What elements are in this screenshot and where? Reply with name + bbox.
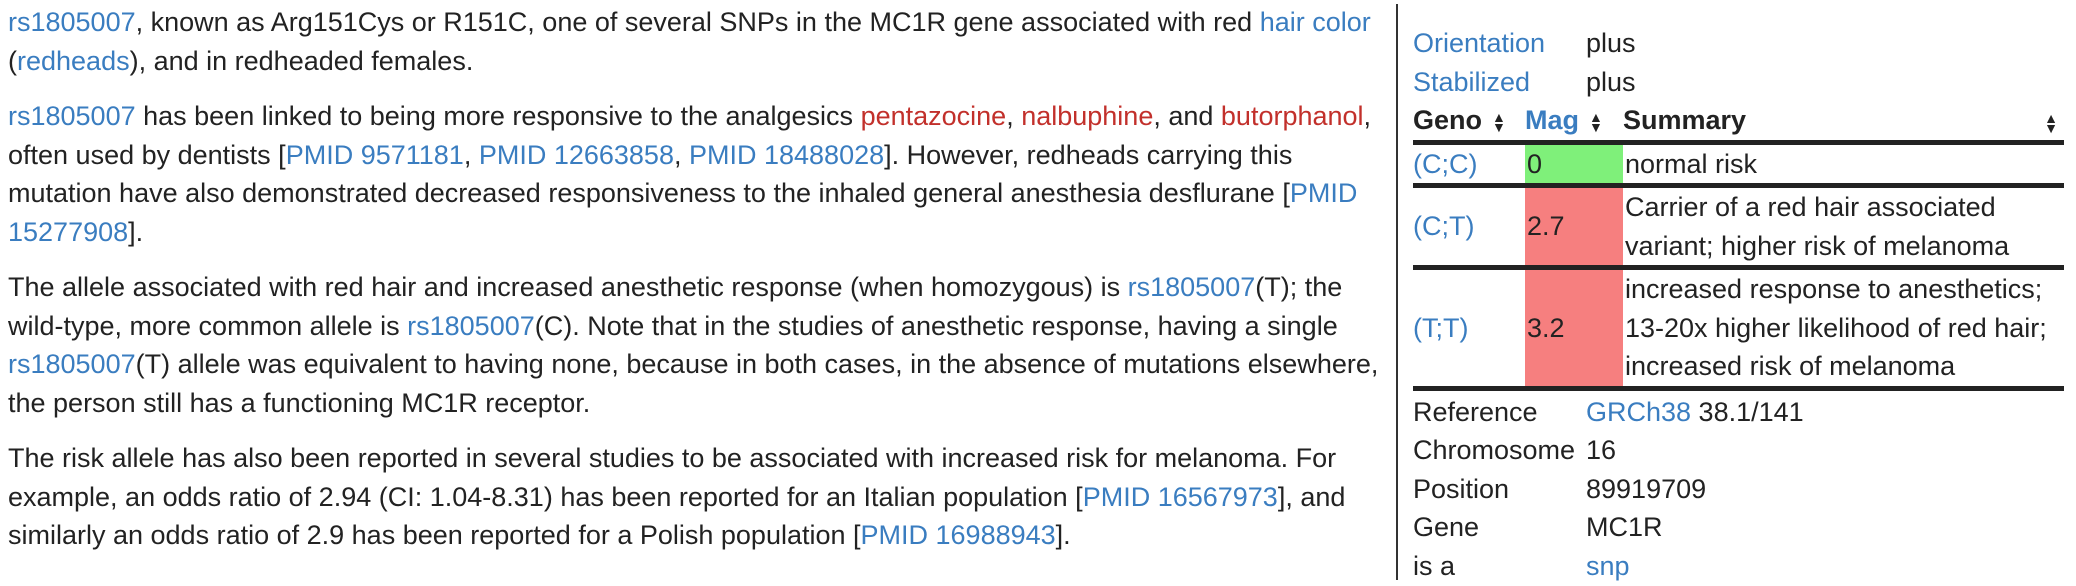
mag-header-label: Mag [1525, 105, 1579, 135]
grch38-link[interactable]: GRCh38 [1586, 396, 1692, 427]
rs1805007-link[interactable]: rs1805007 [8, 349, 136, 379]
genotype-row: (C;T) 2.7 Carrier of a red hair associat… [1413, 185, 2064, 270]
summary-cell: Carrier of a red hair associated variant… [1623, 185, 2064, 270]
text: The risk allele has also been reported i… [8, 443, 1337, 512]
article-body: rs1805007, known as Arg151Cys or R151C, … [8, 0, 1388, 572]
snp-infobox: Orientation plus Stabilized plus Geno ▲ ▼ … [1413, 24, 2064, 585]
genotype-link[interactable]: (C;C) [1413, 148, 1478, 179]
text: ], and similarly an odds ratio of 2.9 ha… [8, 481, 1346, 551]
pmid-link[interactable]: PMID 16988943 [860, 520, 1056, 550]
text: ), and in redheaded females. [129, 45, 474, 76]
paragraph-allele: The allele associated with red hair and … [8, 268, 1388, 422]
stabilized-row: Stabilized plus [1413, 63, 2064, 102]
paragraph-intro: rs1805007, known as Arg151Cys or R151C, … [8, 3, 1388, 80]
sort-arrows-icon[interactable]: ▲ ▼ [2044, 110, 2058, 136]
summary-header-label: Summary [1623, 105, 1747, 135]
position-label: Position [1413, 473, 1510, 504]
rs1805007-link[interactable]: rs1805007 [8, 7, 136, 37]
text: , [1006, 101, 1022, 131]
pmid-link[interactable]: PMID 12663858 [478, 139, 674, 170]
mag-header[interactable]: Mag ▲ ▼ [1525, 101, 1623, 145]
infobox-divider [1396, 4, 1398, 580]
text: , known as Arg151Cys or R151C, one of se… [135, 7, 1260, 37]
pentazocine-link[interactable]: pentazocine [860, 101, 1007, 131]
reference-label: Reference [1413, 396, 1538, 427]
snp-metadata: Reference GRCh38 38.1/141 Chromosome 16 … [1413, 393, 2064, 586]
pmid-link[interactable]: PMID 18488028 [688, 139, 885, 170]
is-a-row: is a snp [1413, 547, 2064, 586]
chromosome-label: Chromosome [1413, 435, 1576, 465]
chromosome-value: 16 [1586, 435, 1617, 465]
rs1805007-link[interactable]: rs1805007 [8, 101, 136, 131]
genotype-row: (T;T) 3.2 increased response to anesthet… [1413, 267, 2064, 391]
text: , and [1153, 101, 1221, 131]
sort-arrows-icon[interactable]: ▲ ▼ [1589, 108, 1603, 135]
rs1805007-link[interactable]: rs1805007 [1127, 272, 1256, 302]
text: (T); the wild-type, more common allele i… [8, 272, 1343, 341]
butorphanol-link[interactable]: butorphanol [1220, 101, 1364, 131]
orientation-label-link[interactable]: Orientation [1413, 28, 1546, 58]
position-value: 89919709 [1586, 473, 1707, 504]
text: , often used by dentists [ [8, 101, 1372, 170]
text: , [673, 139, 689, 170]
position-row: Position 89919709 [1413, 470, 2064, 509]
text: ]. [128, 216, 144, 247]
orientation-row: Orientation plus [1413, 24, 2064, 63]
geno-header-label: Geno [1413, 105, 1483, 135]
genotype-table-header: Geno ▲ ▼ Mag ▲ ▼ Summary ▲ ▼ [1413, 101, 2064, 145]
genotype-table: Geno ▲ ▼ Mag ▲ ▼ Summary ▲ ▼ (C;C) 0 normal ri… [1413, 101, 2064, 391]
gene-value: MC1R [1586, 512, 1663, 542]
magnitude-cell: 3.2 [1525, 267, 1623, 391]
text: has been linked to being more responsive… [135, 101, 861, 131]
nalbuphine-link[interactable]: nalbuphine [1021, 101, 1154, 131]
reference-value: 38.1/141 [1691, 396, 1804, 427]
text: The allele associated with red hair and … [8, 272, 1128, 302]
pmid-link[interactable]: PMID 16567973 [1082, 481, 1278, 512]
text: (C). Note that in the studies of anesthe… [534, 310, 1338, 341]
text: ( [8, 45, 17, 76]
sort-arrows-icon[interactable]: ▲ ▼ [1492, 108, 1506, 135]
magnitude-cell: 2.7 [1525, 185, 1623, 270]
magnitude-cell: 0 [1525, 142, 1623, 188]
summary-cell: increased response to anesthetics; 13-20… [1623, 267, 2064, 391]
genotype-link[interactable]: (C;T) [1413, 211, 1475, 242]
summary-cell: normal risk [1623, 142, 2064, 188]
paragraph-analgesics: rs1805007 has been linked to being more … [8, 97, 1388, 251]
text: ]. [1055, 520, 1071, 550]
gene-row: Gene MC1R [1413, 508, 2064, 547]
genotype-link[interactable]: (T;T) [1413, 312, 1469, 343]
stabilized-value: plus [1586, 66, 1636, 97]
genotype-row: (C;C) 0 normal risk [1413, 142, 2064, 188]
summary-header[interactable]: Summary ▲ ▼ [1623, 101, 2064, 145]
pmid-link[interactable]: PMID 15277908 [8, 178, 1358, 247]
stabilized-label-link[interactable]: Stabilized [1413, 66, 1531, 97]
pmid-link[interactable]: PMID 9571181 [285, 139, 464, 170]
reference-row: Reference GRCh38 38.1/141 [1413, 393, 2064, 432]
is-a-label: is a [1413, 550, 1456, 581]
gene-label: Gene [1413, 512, 1480, 542]
text: (T) allele was equivalent to having none… [8, 349, 1379, 418]
redheads-link[interactable]: redheads [17, 45, 130, 76]
text: ]. However, redheads carrying this mutat… [8, 139, 1293, 209]
chromosome-row: Chromosome 16 [1413, 431, 2064, 470]
orientation-value: plus [1586, 28, 1636, 58]
paragraph-melanoma: The risk allele has also been reported i… [8, 439, 1388, 555]
rs1805007-link[interactable]: rs1805007 [407, 310, 535, 341]
geno-header[interactable]: Geno ▲ ▼ [1413, 101, 1525, 145]
text: , [463, 139, 479, 170]
hair-color-link[interactable]: hair color [1259, 7, 1371, 37]
snp-link[interactable]: snp [1586, 550, 1630, 581]
